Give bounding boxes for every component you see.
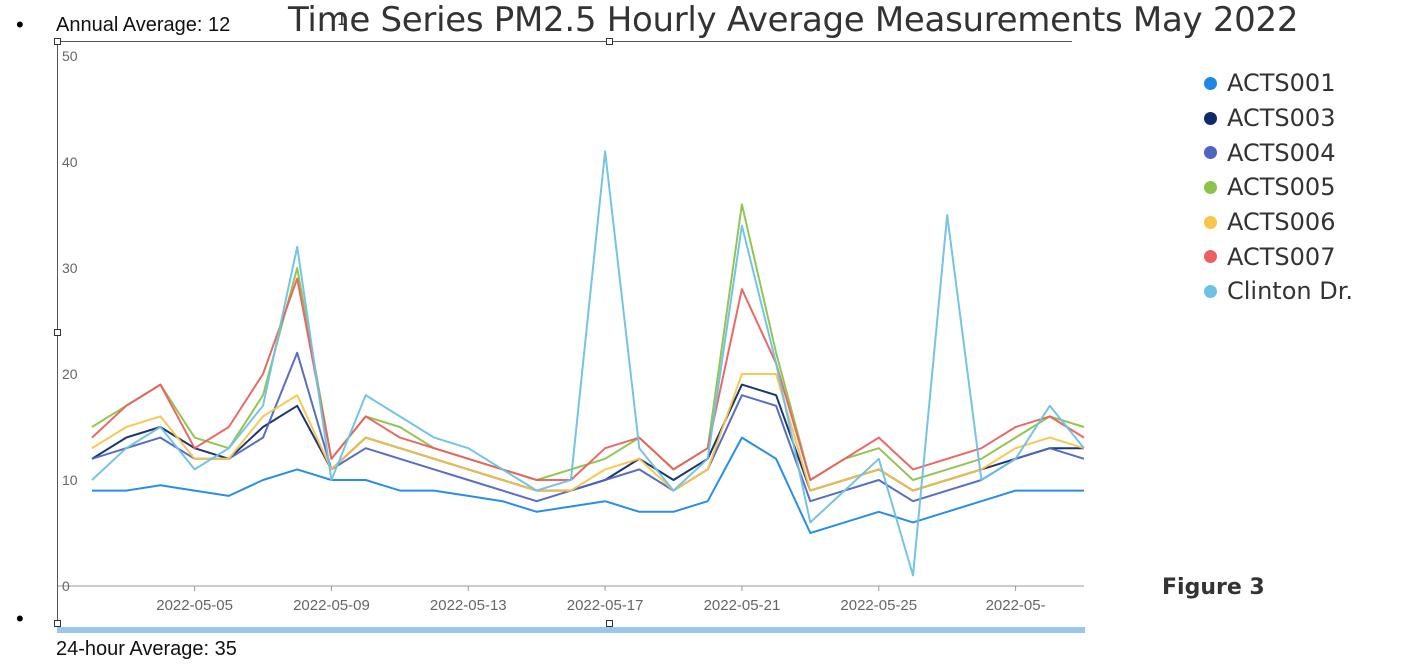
legend-item: ACTS006 <box>1204 205 1353 240</box>
series-line-acts004 <box>91 351 1085 503</box>
annual-average-text: Annual Average: 12 <box>56 14 231 36</box>
bullet-dot-daily: • <box>16 606 24 631</box>
text-cursor-icon: I <box>337 10 347 29</box>
y-tick-label: 0 <box>62 578 70 594</box>
legend-label: ACTS003 <box>1227 104 1336 133</box>
legend-label: ACTS004 <box>1227 138 1336 167</box>
daily-average-text: 24-hour Average: 35 <box>56 638 237 660</box>
y-tick-label: 20 <box>62 366 78 382</box>
x-tick-label: 2022-05-25 <box>840 597 917 614</box>
x-tick-label: 2022-05-13 <box>430 597 507 614</box>
x-tick-label: 2022-05-05 <box>156 597 233 614</box>
series-line-acts007 <box>91 277 1085 481</box>
legend-item: ACTS003 <box>1204 101 1353 136</box>
x-tick-label: 2022-05-17 <box>567 597 644 614</box>
legend-item: ACTS007 <box>1204 239 1353 274</box>
series-line-acts006 <box>91 373 1085 492</box>
chart-title: Time Series PM2.5 Hourly Average Measure… <box>288 0 1299 40</box>
legend-dot-icon <box>1204 76 1217 90</box>
legend-dot-icon <box>1204 250 1217 264</box>
resize-handle-top-middle[interactable] <box>606 38 613 45</box>
resize-handle-top-left[interactable] <box>54 38 61 45</box>
x-tick-label: 2022-05- <box>986 597 1046 614</box>
legend-label: ACTS005 <box>1227 173 1336 202</box>
legend-item: Clinton Dr. <box>1204 274 1353 309</box>
y-tick-label: 10 <box>62 472 78 488</box>
legend-item: ACTS004 <box>1204 135 1353 170</box>
chart-bottom-bar <box>57 627 1085 633</box>
y-tick-label: 50 <box>62 48 78 64</box>
legend-item: ACTS001 <box>1204 66 1353 101</box>
series-line-clinton-dr- <box>91 150 1085 577</box>
legend-label: ACTS001 <box>1227 69 1336 98</box>
legend-dot-icon <box>1204 284 1217 298</box>
x-tick-label: 2022-05-09 <box>293 597 370 614</box>
resize-handle-middle-left[interactable] <box>54 329 61 336</box>
series-line-acts003 <box>91 383 1084 492</box>
legend-dot-icon <box>1204 146 1217 160</box>
legend-item: ACTS005 <box>1204 170 1353 205</box>
legend-dot-icon <box>1204 111 1217 125</box>
chart-legend: ACTS001 ACTS003 ACTS004 ACTS005 ACTS006 ACTS0… <box>1204 66 1353 309</box>
legend-dot-icon <box>1204 215 1217 229</box>
bullet-dot-annual: • <box>16 12 24 37</box>
legend-label: ACTS006 <box>1227 208 1336 237</box>
y-tick-label: 30 <box>62 260 78 276</box>
legend-label: Clinton Dr. <box>1227 277 1354 306</box>
y-tick-label: 40 <box>62 154 78 170</box>
resize-handle-bottom-left[interactable] <box>54 620 61 627</box>
resize-handle-bottom-middle[interactable] <box>606 620 613 627</box>
figure-label: Figure 3 <box>1162 575 1265 600</box>
x-tick-label: 2022-05-21 <box>704 597 781 614</box>
legend-dot-icon <box>1204 180 1217 194</box>
legend-label: ACTS007 <box>1227 242 1336 271</box>
